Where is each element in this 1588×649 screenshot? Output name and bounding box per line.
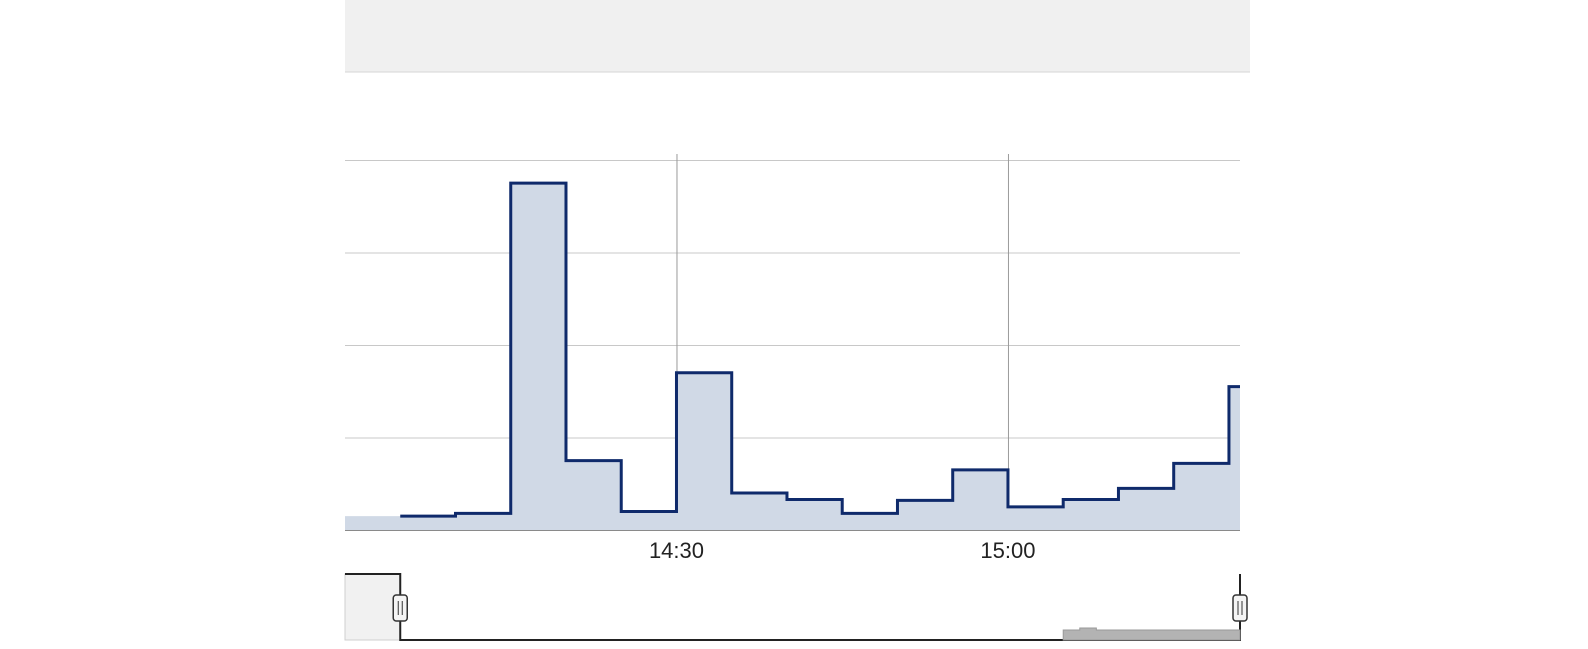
data-point — [400, 515, 455, 517]
data-point — [1174, 462, 1229, 464]
x-tick-label: 15:00 — [980, 538, 1035, 563]
data-point — [566, 460, 621, 462]
data-point — [1063, 498, 1118, 500]
data-point — [1008, 506, 1063, 508]
data-point — [842, 512, 897, 514]
navigator-handle-left[interactable] — [392, 594, 408, 622]
data-point — [1229, 386, 1240, 388]
grid-layer — [345, 154, 1240, 530]
chart-header-band — [345, 0, 1250, 72]
x-tick-label: 14:30 — [649, 538, 704, 563]
data-point — [1118, 487, 1173, 489]
x-axis: 14:30 15:00 — [345, 530, 1240, 563]
data-point — [345, 515, 400, 517]
data-point — [455, 512, 510, 514]
data-point — [732, 492, 787, 494]
data-point — [621, 511, 676, 513]
series-layer — [345, 181, 1240, 530]
data-point — [676, 372, 731, 374]
data-point — [953, 469, 1008, 471]
series-area — [345, 183, 1240, 530]
data-point — [897, 499, 952, 501]
handle-grip — [1232, 594, 1248, 622]
navigator-mask-left — [344, 573, 401, 641]
navigator-handle-right[interactable] — [1232, 594, 1248, 622]
data-point — [511, 182, 566, 184]
range-navigator[interactable] — [344, 573, 1248, 641]
series-line — [400, 181, 1240, 518]
data-point — [787, 498, 842, 500]
handle-grip — [392, 594, 408, 622]
navigator-series — [1062, 627, 1241, 641]
